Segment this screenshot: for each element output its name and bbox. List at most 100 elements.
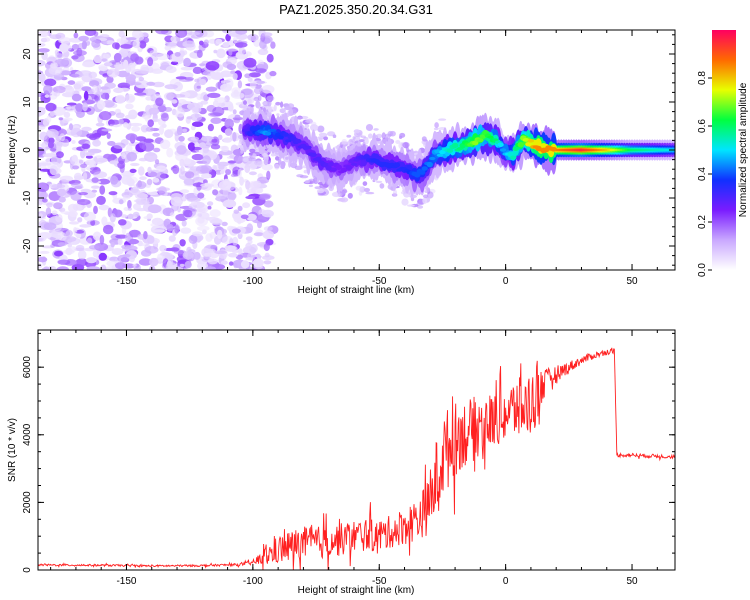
colorbar-label: Normalized spectral amplitude — [738, 82, 749, 217]
spectrogram-noise-blob — [202, 145, 210, 154]
spectrogram-noise-blob — [183, 178, 195, 186]
spectrogram-noise-blob — [38, 146, 45, 156]
colorbar: 0.0 0.2 0.4 0.6 0.8 Normalized spectral ampl… — [697, 30, 749, 277]
spectrogram-noise-blob — [38, 59, 46, 67]
spectrogram-noise-blob — [200, 100, 209, 105]
spectrogram-noise-blob — [154, 159, 160, 165]
spectrogram-noise-blob — [93, 54, 103, 64]
spectrogram-noise-blob — [124, 93, 136, 104]
spectrogram-noise-blob — [365, 191, 375, 195]
spectrogram-noise-blob — [56, 188, 67, 197]
spectrogram-noise-blob — [212, 189, 219, 196]
spectrogram-noise-blob — [209, 209, 221, 218]
spectrogram-noise-blob — [247, 157, 257, 162]
spectrogram-noise-blob — [197, 204, 209, 214]
spectrogram-noise-blob — [146, 178, 153, 186]
spectrogram-noise-blob — [235, 30, 248, 35]
spectrogram-noise-blob — [179, 158, 185, 167]
spectrogram-noise-cloud — [38, 30, 447, 270]
spectrogram-noise-blob — [205, 86, 218, 92]
spectrogram-noise-blob — [231, 249, 239, 254]
spectrogram-ridge-cell — [325, 165, 332, 171]
spectrogram-noise-blob — [55, 53, 64, 59]
spectrogram-noise-blob — [417, 205, 424, 209]
spectrogram-noise-blob — [247, 252, 256, 261]
spectrogram-noise-blob — [182, 128, 188, 133]
spectrogram-ridge-cell — [348, 159, 355, 163]
spectrogram-noise-blob — [169, 212, 175, 217]
spectrogram-noise-blob — [264, 252, 270, 258]
y-tick-label: 0 — [22, 147, 33, 153]
spectrogram-noise-blob — [152, 177, 160, 183]
spectrogram-noise-blob — [375, 180, 383, 184]
spectrogram-noise-blob — [95, 122, 105, 127]
spectrogram-noise-blob — [197, 225, 210, 231]
spectrogram-noise-blob — [214, 250, 228, 255]
spectrogram-noise-blob — [96, 195, 106, 205]
spectrogram-noise-blob — [402, 141, 410, 148]
spectrogram-noise-blob — [160, 251, 170, 257]
spectrogram-noise-blob — [332, 134, 337, 138]
spectrogram-noise-blob — [244, 51, 252, 57]
spectrogram-noise-blob — [166, 223, 174, 232]
snr-x-ticks: -150 -100 -50 0 50 — [50, 330, 658, 587]
spectrogram-noise-blob — [234, 114, 241, 119]
spectrogram-noise-blob — [78, 192, 88, 196]
spectrogram-noise-blob — [130, 162, 140, 167]
spectrogram-noise-blob — [121, 152, 126, 160]
spectrogram-noise-blob — [334, 145, 341, 149]
spectrogram-noise-blob — [129, 255, 135, 263]
spectrogram-noise-blob — [100, 264, 107, 270]
spectrogram-noise-blob — [156, 165, 167, 172]
spectrogram-noise-blob — [317, 125, 325, 133]
spectrogram-noise-blob — [77, 250, 87, 260]
spectrogram-noise-blob — [127, 213, 134, 220]
spectrogram-noise-blob — [135, 70, 149, 74]
spectrogram-noise-blob — [261, 163, 273, 171]
x-tick-label: -50 — [372, 576, 387, 587]
spectrogram-ridge-cell — [345, 165, 353, 171]
spectrogram-noise-blob — [227, 160, 237, 164]
spectrogram-noise-blob — [201, 173, 212, 179]
spectrogram-noise-blob — [355, 185, 363, 191]
spectrogram-noise-blob — [219, 150, 233, 156]
spectrogram-noise-blob — [81, 40, 87, 50]
spectrogram-noise-blob — [237, 168, 242, 179]
spectrogram-noise-blob — [135, 136, 147, 142]
spectrogram-noise-blob — [208, 112, 222, 117]
spectrogram-noise-blob — [192, 146, 202, 151]
spectrogram-noise-blob — [126, 37, 137, 41]
spectrogram-noise-blob — [345, 141, 353, 145]
x-tick-label: 50 — [626, 576, 638, 587]
spectrogram-noise-blob — [252, 258, 264, 268]
spectrogram-noise-blob — [224, 48, 239, 52]
spectrogram-noise-blob — [231, 92, 245, 99]
spectrogram-noise-blob — [176, 145, 187, 155]
spectrogram-noise-blob — [50, 230, 64, 239]
spectrogram-noise-blob — [183, 209, 193, 218]
spectrogram-noise-blob — [276, 113, 280, 117]
x-tick-label: 0 — [503, 276, 509, 287]
spectrogram-noise-blob — [38, 182, 50, 192]
spectrogram-noise-blob — [289, 108, 294, 116]
spectrogram-noise-blob — [228, 50, 233, 56]
spectrogram-noise-blob — [237, 248, 243, 254]
spectrogram-noise-blob — [186, 102, 201, 111]
spectrogram-noise-blob — [79, 224, 92, 228]
spectrogram-noise-blob — [82, 61, 95, 68]
spectrogram-noise-blob — [227, 191, 236, 202]
spectrogram-noise-blob — [65, 230, 73, 237]
spectrogram-ridge-cell — [434, 149, 441, 154]
spectrogram-noise-blob — [188, 234, 198, 244]
spectrogram-noise-blob — [123, 122, 129, 128]
spectrogram-noise-blob — [138, 258, 152, 266]
spectrogram-noise-blob — [94, 95, 99, 101]
spectrogram-noise-blob — [155, 30, 169, 35]
spectrogram-noise-blob — [135, 79, 149, 89]
spectrogram-noise-blob — [218, 134, 223, 140]
spectrogram-noise-blob — [232, 73, 238, 80]
spectrogram-noise-blob — [58, 37, 72, 44]
spectrogram-noise-blob — [75, 103, 84, 112]
spectrogram-noise-blob — [99, 34, 110, 39]
